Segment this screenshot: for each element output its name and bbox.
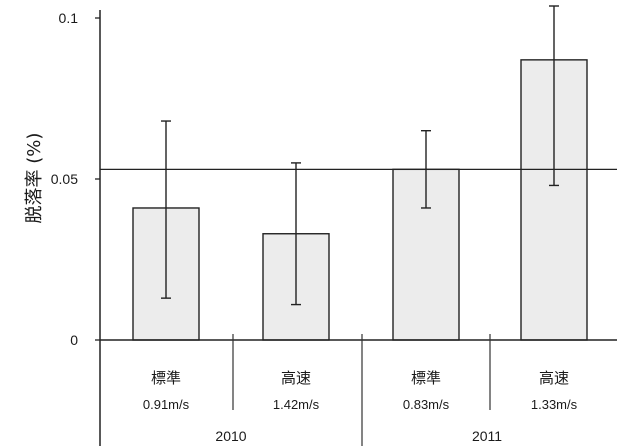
axes-layer (95, 10, 617, 446)
category-label-2: 高速 (281, 369, 311, 387)
speed-label-1: 0.91m/s (143, 397, 190, 412)
speed-label-4: 1.33m/s (531, 397, 578, 412)
category-label-3: 標準 (411, 369, 441, 387)
speed-label-3: 0.83m/s (403, 397, 450, 412)
year-label-2: 2011 (472, 428, 502, 444)
error-bars-layer (161, 5, 559, 306)
category-label-4: 高速 (539, 369, 569, 387)
year-label-1: 2010 (215, 428, 246, 444)
bars-layer (132, 59, 588, 341)
y-tick-label-2: 0.05 (51, 171, 78, 187)
speed-label-2: 1.42m/s (273, 397, 320, 412)
y-tick-label-3: 0.1 (59, 10, 79, 26)
y-tick-label-1: 0 (70, 332, 78, 348)
labels-layer: 0 0.05 0.1 標準 0.91m/s 高速 1.42m/s 標準 0.83m/s 高速 1.3… (51, 10, 578, 444)
category-label-1: 標準 (151, 369, 181, 387)
y-axis-label: 脱落率 (%) (24, 133, 45, 224)
